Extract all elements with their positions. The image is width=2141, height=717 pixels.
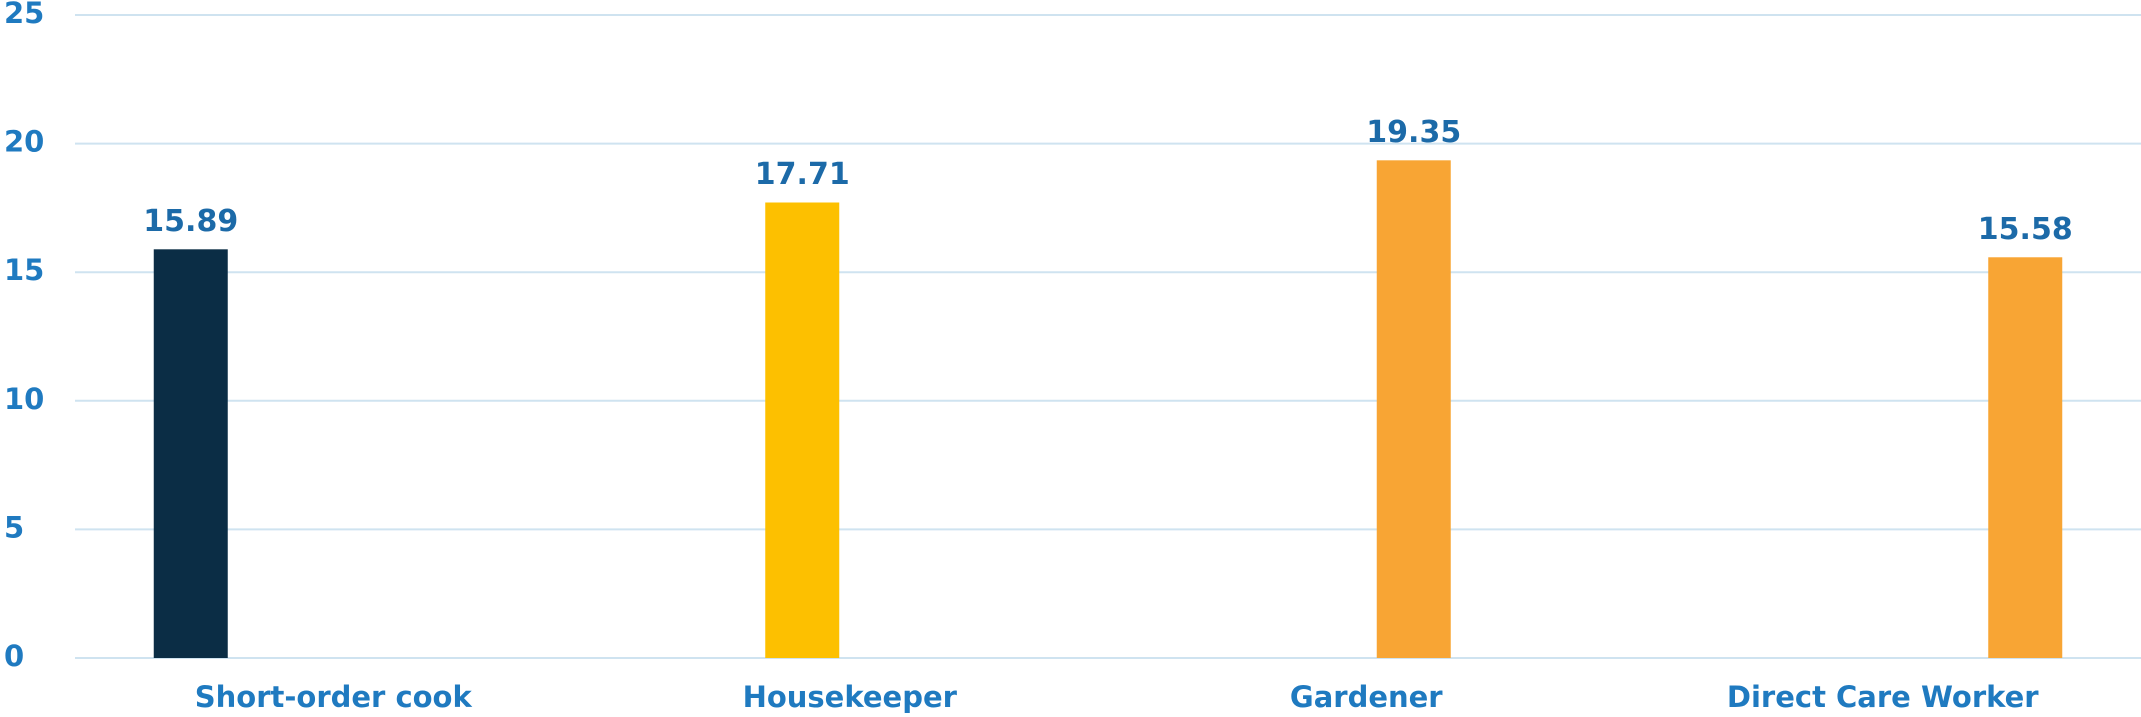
x-tick-label: Housekeeper [743, 680, 958, 714]
y-tick-label: 10 [4, 382, 44, 416]
y-tick-label: 15 [4, 253, 44, 287]
y-tick-label: 0 [4, 639, 24, 673]
x-tick-label: Direct Care Worker [1727, 680, 2039, 714]
y-tick-label: 25 [4, 0, 44, 30]
bar [765, 202, 840, 659]
bar [1376, 160, 1451, 658]
data-label: 15.58 [1978, 212, 2073, 247]
x-tick-label: Short-order cook [195, 680, 473, 714]
data-label: 19.35 [1366, 115, 1461, 150]
bar [1988, 257, 2063, 658]
y-tick-label: 20 [4, 125, 44, 159]
data-label: 17.71 [755, 157, 850, 192]
y-tick-label: 5 [4, 510, 24, 544]
data-label: 15.89 [143, 204, 238, 239]
x-tick-label: Gardener [1290, 680, 1443, 714]
bar [153, 249, 228, 658]
